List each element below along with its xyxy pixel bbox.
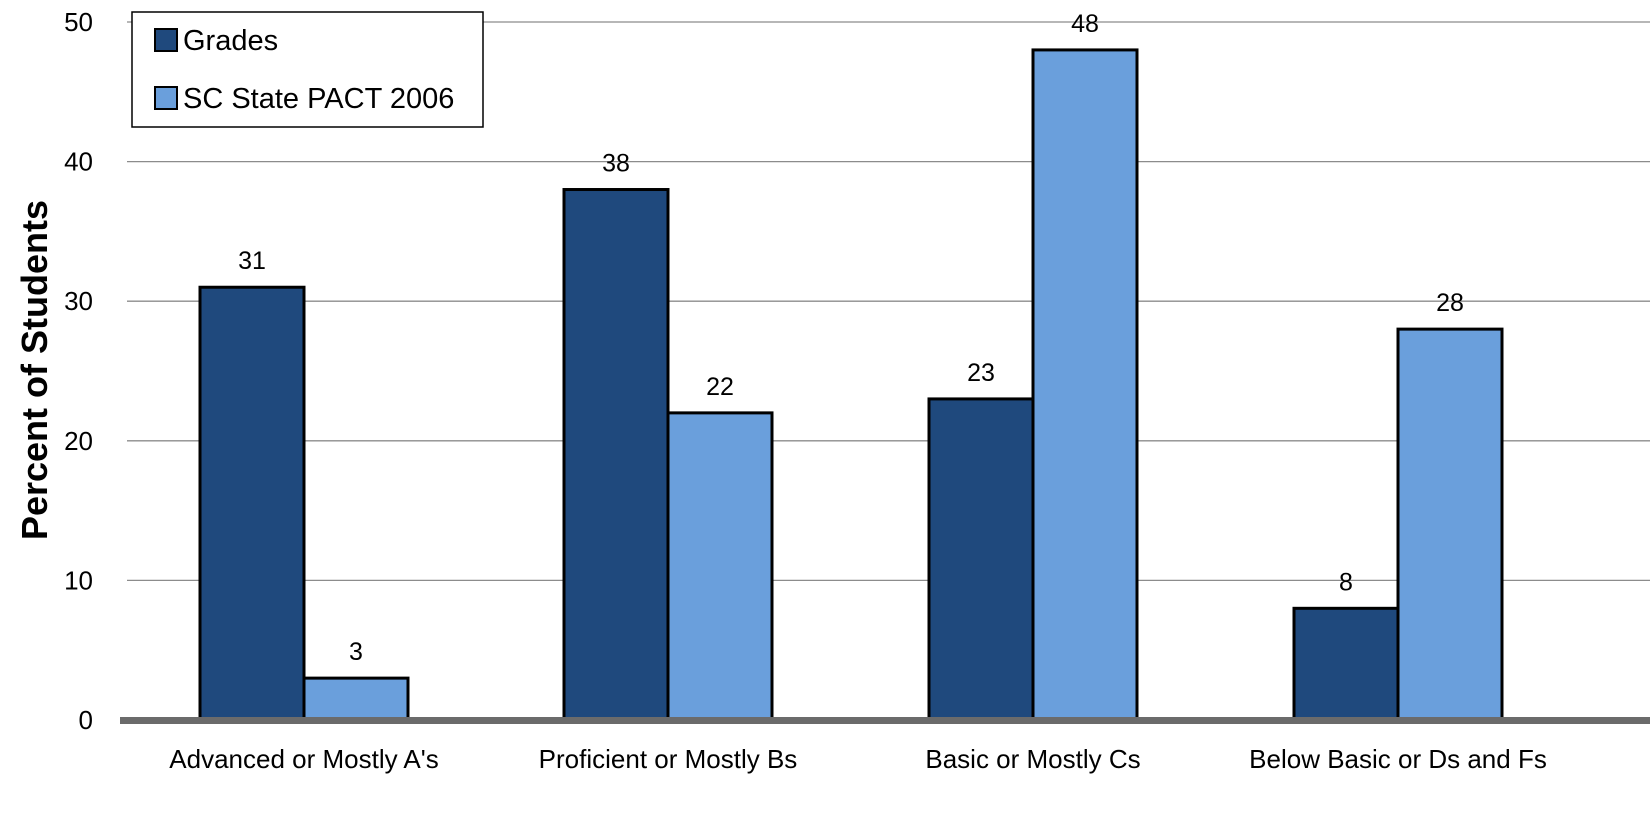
bar bbox=[1396, 327, 1504, 722]
data-label: 38 bbox=[602, 150, 630, 178]
data-label: 31 bbox=[238, 247, 266, 275]
bar bbox=[666, 411, 774, 722]
bar bbox=[1031, 48, 1139, 722]
labels: Percent of Students 31 38 23 8 3 22 48 28 bbox=[14, 10, 1464, 666]
x-tick-label: Basic or Mostly Cs bbox=[925, 744, 1140, 774]
legend-swatch bbox=[154, 86, 178, 110]
data-label: 48 bbox=[1071, 10, 1099, 38]
y-tick-label: 20 bbox=[64, 426, 93, 456]
y-axis-label: Percent of Students bbox=[14, 200, 55, 540]
data-label: 22 bbox=[706, 373, 734, 401]
x-tick-label: Proficient or Mostly Bs bbox=[539, 744, 798, 774]
data-label: 28 bbox=[1436, 289, 1464, 317]
data-label: 3 bbox=[349, 638, 363, 666]
x-tick-label: Advanced or Mostly A's bbox=[169, 744, 438, 774]
legend-swatch bbox=[154, 28, 178, 52]
legend-label: SC State PACT 2006 bbox=[183, 83, 454, 115]
bar bbox=[1292, 606, 1400, 722]
legend: Grades SC State PACT 2006 bbox=[131, 11, 484, 128]
bar bbox=[562, 188, 670, 722]
axes: 0 10 20 30 40 50 Advanced or Mostly A's Profici… bbox=[64, 7, 1650, 774]
y-tick-label: 50 bbox=[64, 7, 93, 37]
bars bbox=[198, 48, 1504, 722]
y-tick-label: 0 bbox=[79, 705, 93, 735]
legend-box bbox=[131, 11, 484, 128]
y-tick-label: 10 bbox=[64, 565, 93, 595]
data-label: 23 bbox=[967, 359, 995, 387]
x-tick-label: Below Basic or Ds and Fs bbox=[1249, 744, 1547, 774]
bar bbox=[302, 676, 410, 722]
bar bbox=[198, 285, 306, 722]
y-tick-label: 40 bbox=[64, 147, 93, 177]
x-axis-line bbox=[120, 717, 1650, 724]
y-tick-label: 30 bbox=[64, 286, 93, 316]
data-label: 8 bbox=[1339, 568, 1353, 596]
bar bbox=[927, 397, 1035, 722]
legend-label: Grades bbox=[183, 25, 278, 57]
